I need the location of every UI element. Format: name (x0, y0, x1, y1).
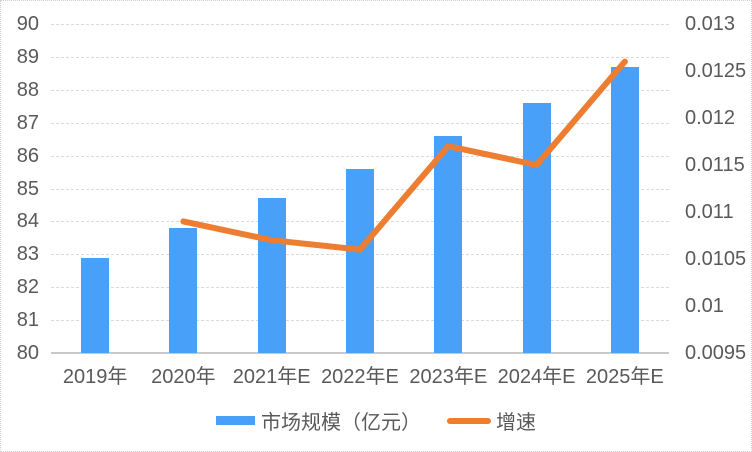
right-axis-tick-0.011: 0.011 (685, 201, 734, 223)
x-axis-label-2025年E: 2025年E (585, 366, 664, 388)
legend: 市场规模（亿元） 增速 (1, 406, 751, 435)
x-axis-label-2021年E: 2021年E (232, 366, 311, 388)
legend-item-growth: 增速 (447, 406, 536, 435)
bar-2021年E (257, 198, 286, 353)
gridline (51, 24, 669, 25)
gridline (51, 155, 669, 157)
legend-label-growth: 增速 (496, 412, 536, 434)
bar-2025年E (610, 66, 639, 353)
gridline (51, 56, 669, 58)
legend-label-market-size: 市场规模（亿元） (261, 412, 421, 434)
bar-2020年 (169, 227, 198, 353)
right-axis-tick-0.0125: 0.0125 (685, 60, 747, 82)
right-axis-tick-0.012: 0.012 (685, 107, 736, 129)
bar-2023年E (434, 135, 463, 353)
gridline (51, 89, 669, 91)
left-axis-tick-86: 86 (16, 144, 39, 167)
x-axis-label-2022年E: 2022年E (321, 366, 399, 388)
x-axis-label-2019年: 2019年 (62, 366, 128, 388)
left-axis-tick-85: 85 (16, 177, 39, 200)
x-axis-line (51, 352, 669, 354)
legend-item-market-size: 市场规模（亿元） (216, 406, 421, 435)
gridline (51, 122, 669, 124)
left-axis-tick-88: 88 (16, 78, 39, 101)
x-axis-label-2023年E: 2023年E (409, 366, 488, 388)
right-axis-tick-0.013: 0.013 (685, 13, 736, 35)
bar-2022年E (346, 168, 374, 353)
right-axis-tick-0.0115: 0.0115 (685, 154, 745, 176)
left-axis-tick-87: 87 (16, 111, 39, 134)
right-axis-tick-0.0095: 0.0095 (685, 342, 747, 364)
bar-2024年E (522, 102, 551, 353)
left-axis-tick-89: 89 (16, 45, 39, 68)
right-axis-tick-0.01: 0.01 (685, 295, 724, 317)
x-axis-label-2024年E: 2024年E (497, 366, 576, 388)
left-axis-tick-81: 81 (16, 309, 39, 332)
line-series-swatch-icon (447, 417, 491, 424)
left-axis-tick-83: 83 (16, 243, 39, 266)
right-axis-tick-0.0105: 0.0105 (685, 248, 747, 270)
bar-series-swatch-icon (216, 416, 255, 425)
left-axis-tick-82: 82 (16, 276, 39, 299)
left-axis-tick-80: 80 (16, 342, 39, 364)
left-axis-tick-84: 84 (16, 210, 39, 233)
x-axis-label-2020年: 2020年 (151, 366, 216, 388)
left-axis-tick-90: 90 (16, 13, 39, 35)
bar-2019年 (81, 257, 110, 353)
